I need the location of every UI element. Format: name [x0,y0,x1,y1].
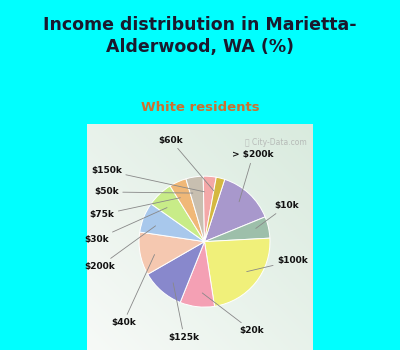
Wedge shape [170,179,204,241]
Text: $50k: $50k [94,188,193,196]
Text: $40k: $40k [111,254,154,327]
Text: $125k: $125k [169,283,200,342]
Text: ⓘ City-Data.com: ⓘ City-Data.com [245,138,307,147]
Text: White residents: White residents [141,101,259,114]
Wedge shape [140,204,204,242]
Wedge shape [148,241,204,302]
Wedge shape [204,180,265,242]
Wedge shape [204,217,270,241]
Text: $10k: $10k [256,201,299,229]
Text: $150k: $150k [91,166,204,192]
Wedge shape [151,186,204,242]
Wedge shape [204,177,225,241]
Text: $20k: $20k [202,293,264,335]
Wedge shape [203,176,216,242]
Text: $60k: $60k [158,135,214,191]
Text: Income distribution in Marietta-
Alderwood, WA (%): Income distribution in Marietta- Alderwo… [43,16,357,56]
Wedge shape [180,241,214,307]
Text: $100k: $100k [247,256,308,272]
Wedge shape [204,238,270,306]
Wedge shape [139,232,204,274]
Text: $75k: $75k [89,198,180,219]
Text: $200k: $200k [84,226,156,271]
Text: $30k: $30k [84,208,167,244]
Wedge shape [186,176,204,242]
Text: > $200k: > $200k [232,150,274,202]
